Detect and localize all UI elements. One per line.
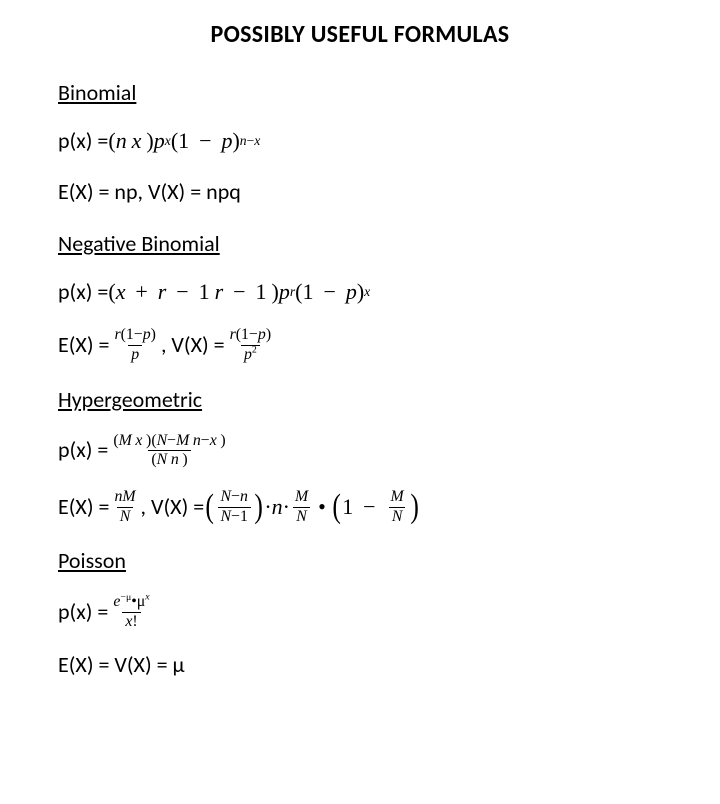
- minus3: −: [363, 492, 375, 523]
- hyper-pmf: p(x) = (M x )(N−M n−x ) (N n ): [58, 433, 662, 469]
- dot2: ·: [283, 492, 290, 523]
- binomial-moments: E(X) = np, V(X) = npq: [58, 177, 662, 208]
- text: E(X) = np, V(X) = npq: [58, 177, 241, 208]
- one: 1: [178, 126, 189, 157]
- M: M: [122, 488, 135, 505]
- minus: −: [167, 432, 176, 449]
- paren2: ( 1 − M N ): [331, 489, 420, 525]
- dot: ·: [264, 492, 271, 523]
- N2: N: [221, 508, 232, 525]
- binomial-pmf: p(x) = (n x )px(1 − p)n−x: [58, 126, 662, 157]
- label: p(x) =: [58, 597, 108, 628]
- one: 1: [240, 508, 248, 525]
- one2: 1: [342, 492, 353, 523]
- elabel: E(X) =: [58, 492, 109, 523]
- heading-poisson: Poisson: [58, 547, 662, 574]
- elabel: E(X) =: [58, 330, 109, 361]
- one2: 1: [256, 277, 267, 308]
- x: x: [254, 133, 260, 148]
- frac-hyper: (M x )(N−M n−x ) (N n ): [110, 433, 228, 469]
- n: n: [240, 488, 248, 505]
- minus: −: [134, 326, 143, 343]
- r2: r: [215, 277, 224, 308]
- p3: p: [244, 346, 252, 363]
- minus: −: [231, 488, 240, 505]
- one: 1: [199, 277, 210, 308]
- page-title: POSSIBLY USEFUL FORMULAS: [58, 20, 662, 49]
- label: p(x) =: [58, 435, 108, 466]
- vlabel: , V(X) =: [141, 492, 205, 523]
- p2: p: [131, 346, 139, 363]
- x2: x: [210, 432, 217, 449]
- M: M: [295, 488, 308, 505]
- heading-negbin: Negative Binomial: [58, 230, 662, 257]
- p2: p: [346, 277, 357, 308]
- frac-e: nM N: [111, 489, 138, 525]
- text: E(X) = V(X) = μ: [58, 650, 185, 681]
- negbin-moments: E(X) = r(1−p) p , V(X) = r(1−p) p2: [58, 327, 662, 363]
- n: n: [193, 432, 201, 449]
- frac-poisson: e−μ•μx x!: [110, 594, 152, 630]
- label: p(x) =: [58, 126, 108, 157]
- frac-mn: M N: [292, 489, 311, 525]
- frac-e: r(1−p) p: [111, 327, 159, 363]
- minus3: −: [323, 277, 335, 308]
- N2: N: [157, 451, 168, 468]
- heading-binomial: Binomial: [58, 79, 662, 106]
- x: x: [116, 277, 126, 308]
- r: r: [158, 277, 167, 308]
- x: x: [145, 592, 149, 603]
- n2: n: [272, 492, 283, 523]
- n: n: [116, 126, 127, 157]
- M2: M: [176, 432, 189, 449]
- one: 1: [126, 326, 134, 343]
- n2: n: [171, 451, 179, 468]
- hyper-moments: E(X) = nM N , V(X) = ( N−n N−1 ) ·n· M N…: [58, 489, 662, 525]
- one: 1: [241, 326, 249, 343]
- negbin-pmf: p(x) = (x + r − 1 r − 1 )pr(1 − p)x: [58, 277, 662, 308]
- minus: −: [249, 326, 258, 343]
- poisson-pmf: p(x) = e−μ•μx x!: [58, 594, 662, 630]
- bang: !: [132, 613, 137, 630]
- minus: −: [199, 126, 211, 157]
- x: x: [132, 126, 142, 157]
- p: p: [154, 126, 165, 157]
- vlabel: , V(X) =: [161, 330, 225, 361]
- paren1: ( N−n N−1 ): [204, 489, 264, 525]
- p2: p: [221, 126, 232, 157]
- minus2: −: [231, 508, 240, 525]
- x: x: [135, 432, 142, 449]
- N: N: [120, 508, 131, 525]
- p: p: [143, 326, 151, 343]
- n: n: [240, 133, 247, 148]
- sq: 2: [252, 345, 257, 356]
- formula-sheet: POSSIBLY USEFUL FORMULAS Binomial p(x) =…: [0, 0, 720, 721]
- poisson-moments: E(X) = V(X) = μ: [58, 650, 662, 681]
- p: p: [279, 277, 290, 308]
- minus2: −: [233, 277, 245, 308]
- heading-hyper: Hypergeometric: [58, 386, 662, 413]
- label: p(x) =: [58, 277, 108, 308]
- bullet: •: [318, 492, 326, 523]
- M2: M: [391, 488, 404, 505]
- mu2: μ: [137, 593, 146, 610]
- N: N: [157, 432, 168, 449]
- M: M: [119, 432, 132, 449]
- frac-v: r(1−p) p2: [227, 327, 275, 363]
- N: N: [296, 508, 307, 525]
- N: N: [221, 488, 232, 505]
- minus2: −: [201, 432, 210, 449]
- minus: −: [176, 277, 188, 308]
- p: p: [258, 326, 266, 343]
- N3: N: [392, 508, 403, 525]
